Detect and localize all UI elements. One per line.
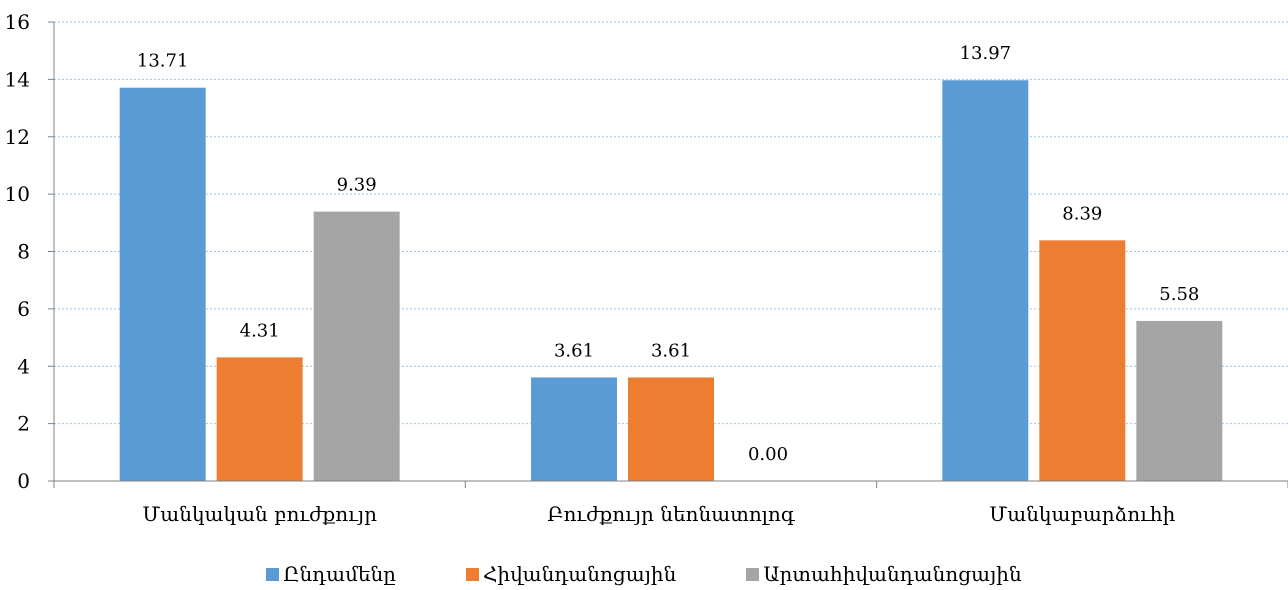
bar-2-2 bbox=[628, 377, 714, 481]
data-label: 8.39 bbox=[1062, 203, 1102, 224]
y-tick-label: 10 bbox=[5, 182, 30, 206]
bars bbox=[119, 80, 1223, 482]
legend-item-hospital: Հիվանդանոցային bbox=[465, 562, 677, 586]
legend: Ընդամենը Հիվանդանոցային Արտահիվանդանոցայ… bbox=[0, 562, 1288, 586]
bar-1-1 bbox=[119, 87, 206, 482]
bar-3-3 bbox=[1136, 320, 1223, 481]
x-tick-label: Մանկական բուժքույր bbox=[142, 502, 377, 526]
bar-2-3 bbox=[1039, 240, 1126, 481]
legend-swatch-total bbox=[266, 567, 280, 581]
legend-item-outpatient: Արտահիվանդանոցային bbox=[746, 562, 1022, 586]
data-label: 3.61 bbox=[554, 340, 594, 361]
y-tick-label: 4 bbox=[17, 354, 30, 378]
bar-2-1 bbox=[216, 357, 303, 481]
bar-1-3 bbox=[942, 80, 1029, 481]
data-label: 13.71 bbox=[137, 51, 189, 72]
data-label: 13.97 bbox=[960, 43, 1012, 64]
data-label: 9.39 bbox=[337, 175, 377, 196]
data-label: 3.61 bbox=[651, 340, 691, 361]
y-tick-label: 12 bbox=[5, 125, 30, 149]
data-labels: 13.71 4.31 9.39 3.61 3.61 0.00 13.97 8.39 5.58 bbox=[137, 43, 1199, 465]
x-axis-ticks: Մանկական բուժքույր Բուժքույր նեոնատոլոգ Մա… bbox=[142, 502, 1175, 526]
bar-3-1 bbox=[313, 211, 400, 481]
bar-1-2 bbox=[531, 377, 617, 481]
x-tick-label: Բուժքույր նեոնատոլոգ bbox=[547, 502, 796, 526]
data-label: 0.00 bbox=[748, 444, 788, 465]
y-tick-label: 16 bbox=[5, 10, 30, 34]
y-tick-label: 0 bbox=[17, 469, 30, 493]
y-tick-label: 2 bbox=[17, 412, 30, 436]
legend-label-outpatient: Արտահիվանդանոցային bbox=[763, 562, 1022, 586]
legend-label-hospital: Հիվանդանոցային bbox=[482, 562, 677, 586]
legend-item-total: Ընդամենը bbox=[266, 562, 396, 586]
y-tick-label: 14 bbox=[5, 67, 30, 91]
y-tick-label: 8 bbox=[17, 240, 30, 264]
legend-swatch-outpatient bbox=[746, 567, 760, 581]
data-label: 4.31 bbox=[240, 320, 280, 341]
legend-label-total: Ընդամենը bbox=[283, 562, 396, 586]
data-label: 5.58 bbox=[1159, 284, 1199, 305]
x-tick-label: Մանկաբարձուհի bbox=[989, 502, 1175, 526]
y-axis-ticks: 0 2 4 6 8 10 12 14 16 bbox=[5, 10, 54, 493]
y-tick-label: 6 bbox=[17, 297, 30, 321]
axes bbox=[53, 22, 1288, 488]
legend-swatch-hospital bbox=[465, 567, 479, 581]
